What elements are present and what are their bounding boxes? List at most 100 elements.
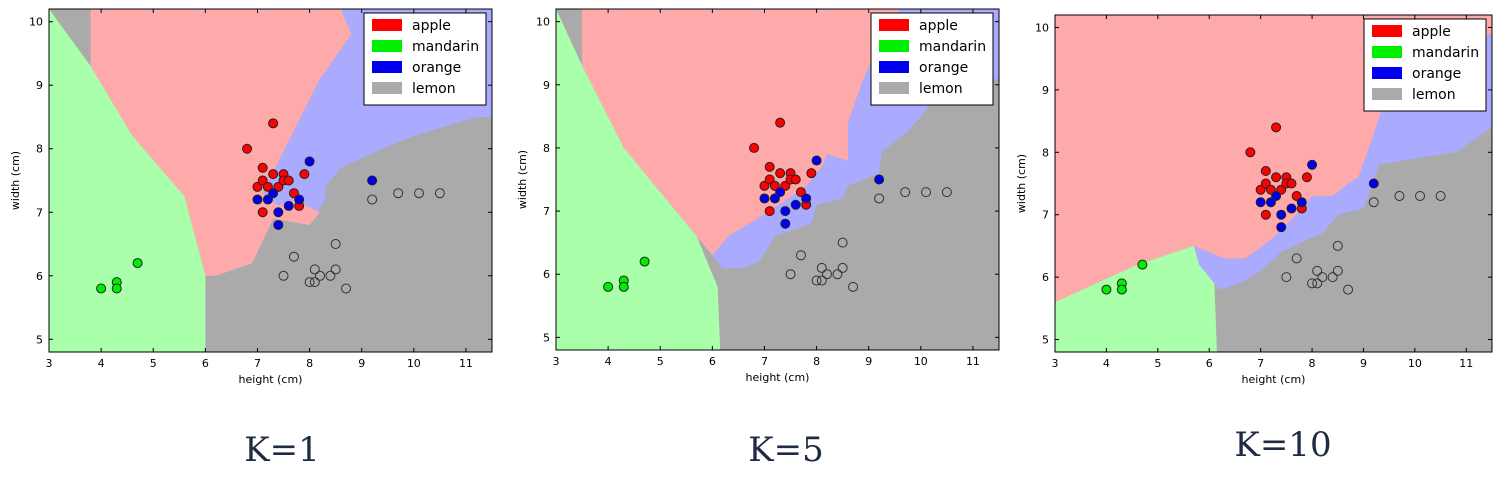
point-apple — [1271, 172, 1282, 183]
point-mandarin — [1116, 284, 1127, 295]
point-lemon — [393, 188, 404, 199]
legend-label-lemon: lemon — [919, 81, 963, 97]
x-tick-label: 6 — [1206, 357, 1213, 370]
knn-decision-boundary-chart: 3 4 5 6 7 8 9 10 11 5 6 7 8 9 10 height (cm) width (cm) a… — [516, 8, 1000, 384]
point-orange — [1296, 197, 1307, 208]
y-tick-label: 8 — [543, 142, 550, 155]
point-orange — [1271, 190, 1282, 201]
knn-decision-boundary-chart: 3 4 5 6 7 8 9 10 11 5 6 7 8 9 10 height (cm) width (cm) a… — [9, 8, 493, 386]
legend-swatch-apple — [372, 19, 402, 31]
point-lemon — [1435, 190, 1446, 201]
point-lemon — [1312, 265, 1323, 276]
point-lemon — [288, 251, 299, 262]
x-tick-label: 11 — [1459, 357, 1473, 370]
region-apple — [582, 9, 900, 256]
data-points — [603, 117, 952, 292]
point-lemon — [367, 194, 378, 205]
point-apple — [299, 169, 310, 180]
point-lemon — [330, 264, 341, 275]
point-orange — [811, 155, 822, 166]
point-mandarin — [1137, 259, 1148, 270]
y-tick-label: 8 — [1042, 146, 1049, 159]
point-mandarin — [132, 258, 143, 269]
y-tick-label: 7 — [543, 205, 550, 218]
point-mandarin — [111, 283, 122, 294]
point-orange — [801, 193, 812, 204]
legend-swatch-orange — [879, 61, 909, 73]
legend: apple mandarin orange lemon — [1363, 18, 1487, 112]
point-lemon — [1291, 253, 1302, 264]
point-apple — [764, 161, 775, 172]
point-apple — [764, 174, 775, 185]
point-apple — [1260, 166, 1271, 177]
point-orange — [1307, 159, 1318, 170]
x-tick-label: 8 — [1309, 357, 1316, 370]
point-mandarin — [618, 281, 629, 292]
x-tick-label: 4 — [605, 355, 612, 368]
knn-plot-k5: 3 4 5 6 7 8 9 10 11 5 6 7 8 9 10 height (cm) width (cm) a… — [508, 0, 1008, 400]
point-apple — [790, 174, 801, 185]
x-tick-label: 7 — [1257, 357, 1264, 370]
point-orange — [1368, 178, 1379, 189]
y-tick-label: 9 — [543, 79, 550, 92]
x-tick-label: 9 — [865, 355, 872, 368]
y-axis-label: width (cm) — [516, 150, 529, 209]
point-orange — [874, 174, 885, 185]
legend-label-apple: apple — [412, 18, 451, 34]
legend: apple mandarin orange lemon — [870, 12, 994, 106]
point-lemon — [1332, 240, 1343, 251]
x-tick-label: 11 — [966, 355, 980, 368]
point-apple — [1301, 172, 1312, 183]
y-tick-label: 10 — [1035, 21, 1049, 34]
legend-swatch-mandarin — [1372, 46, 1402, 58]
point-lemon — [1332, 265, 1343, 276]
point-lemon — [816, 262, 827, 273]
point-apple — [775, 168, 786, 179]
x-tick-label: 10 — [407, 357, 421, 370]
point-lemon — [837, 262, 848, 273]
x-tick-label: 4 — [98, 357, 105, 370]
point-orange — [759, 193, 770, 204]
point-apple — [749, 142, 760, 153]
point-lemon — [941, 187, 952, 198]
point-lemon — [921, 187, 932, 198]
point-apple — [759, 180, 770, 191]
legend-label-lemon: lemon — [1412, 87, 1456, 103]
point-lemon — [434, 188, 445, 199]
y-axis-label: width (cm) — [1015, 154, 1028, 213]
point-apple — [795, 187, 806, 198]
point-mandarin — [603, 281, 614, 292]
point-orange — [268, 188, 279, 199]
x-tick-label: 3 — [46, 357, 53, 370]
y-axis-label: width (cm) — [9, 151, 22, 210]
y-tick-label: 5 — [36, 333, 43, 346]
point-lemon — [1307, 278, 1318, 289]
point-lemon — [1317, 272, 1328, 283]
y-tick-label: 6 — [543, 268, 550, 281]
y-tick-label: 5 — [543, 331, 550, 344]
legend-label-mandarin: mandarin — [919, 39, 986, 55]
point-apple — [769, 180, 780, 191]
point-lemon — [325, 270, 336, 281]
data-points — [1101, 122, 1446, 295]
point-orange — [367, 175, 378, 186]
legend-swatch-orange — [1372, 67, 1402, 79]
point-lemon — [1394, 190, 1405, 201]
point-apple — [288, 188, 299, 199]
knn-plot-k1: 3 4 5 6 7 8 9 10 11 5 6 7 8 9 10 height (cm) width (cm) a… — [0, 0, 500, 400]
point-orange — [769, 193, 780, 204]
y-tick-label: 5 — [1042, 334, 1049, 347]
point-lemon — [278, 270, 289, 281]
point-lemon — [309, 264, 320, 275]
knn-decision-boundary-chart: 3 4 5 6 7 8 9 10 11 5 6 7 8 9 10 height (cm) width (cm) a… — [1015, 14, 1493, 386]
legend-swatch-lemon — [372, 82, 402, 94]
legend-swatch-orange — [372, 61, 402, 73]
point-orange — [780, 206, 791, 217]
legend-swatch-apple — [1372, 25, 1402, 37]
y-tick-label: 6 — [1042, 271, 1049, 284]
plot-frame — [1054, 14, 1493, 353]
x-tick-label: 6 — [202, 357, 209, 370]
decision-regions — [1055, 15, 1492, 352]
point-lemon — [1281, 272, 1292, 283]
y-tick-label: 8 — [36, 143, 43, 156]
